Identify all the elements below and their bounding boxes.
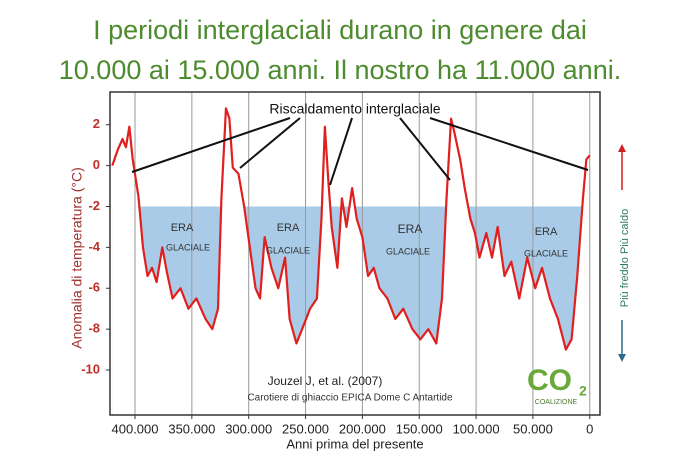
chart-title: 10.000 ai 15.000 anni. Il nostro ha 11.0… — [59, 55, 621, 85]
era-labels: ERA GLACIALE ERA GLACIALE ERA GLACIALE E… — [166, 222, 568, 258]
y-tick-label: 0 — [93, 157, 100, 172]
arrow-head — [618, 144, 626, 152]
era-label: GLACIALE — [266, 245, 310, 255]
temperature-line — [111, 107, 591, 351]
x-tick-label: 400.000 — [112, 421, 159, 436]
y-tick-label: -4 — [88, 239, 100, 254]
logo: CO 2 COALIZIONE — [527, 364, 587, 406]
side-arrows — [618, 144, 626, 362]
arrow-head — [618, 354, 626, 362]
y-tick-label: -2 — [88, 198, 100, 213]
source: Carotiere di ghiaccio EPICA Dome C Antar… — [247, 393, 453, 404]
source: Jouzel J, et al. (2007) — [268, 374, 383, 388]
era-label: ERA — [535, 226, 558, 238]
arrow — [329, 117, 353, 186]
annotation: Riscaldamento interglaciale — [269, 101, 440, 117]
x-tick-label: 350.000 — [168, 421, 215, 436]
x-tick-label: 100.000 — [453, 421, 500, 436]
y-tick-label: -8 — [88, 321, 100, 336]
x-tick-label: 50.000 — [513, 421, 553, 436]
fill-mask — [112, 108, 590, 415]
x-tick-label: 300.000 — [225, 421, 272, 436]
logo-name: COALIZIONE — [535, 399, 578, 406]
side-label: Più freddo Più caldo — [619, 209, 631, 307]
era-label: ERA — [277, 222, 300, 234]
plot-frame — [109, 91, 601, 416]
era-label: GLACIALE — [166, 242, 210, 252]
y-tick-label: -10 — [81, 361, 100, 376]
logo-subscript: 2 — [579, 383, 587, 399]
y-tick-label: 2 — [93, 116, 100, 131]
era-label: GLACIALE — [524, 248, 568, 258]
logo-text: CO — [527, 364, 572, 397]
x-tick-label: 0 — [586, 421, 593, 436]
era-label: ERA — [398, 222, 423, 236]
y-tick-label: -6 — [88, 280, 100, 295]
y-axis-label: Anomalia di temperatura (°C) — [69, 167, 85, 348]
arrow — [429, 117, 589, 171]
arrow — [131, 117, 291, 173]
x-tick-label: 150.000 — [396, 421, 443, 436]
era-label: GLACIALE — [386, 246, 430, 256]
x-tick-label: 250.000 — [282, 421, 329, 436]
x-axis-label: Anni prima del presente — [286, 436, 423, 451]
era-label: ERA — [171, 222, 194, 234]
arrow — [399, 117, 451, 181]
chart-title: I periodi interglaciali durano in genere… — [93, 15, 587, 45]
x-tick-label: 200.000 — [339, 421, 386, 436]
annotation-arrows — [131, 117, 589, 186]
arrow — [239, 117, 301, 169]
